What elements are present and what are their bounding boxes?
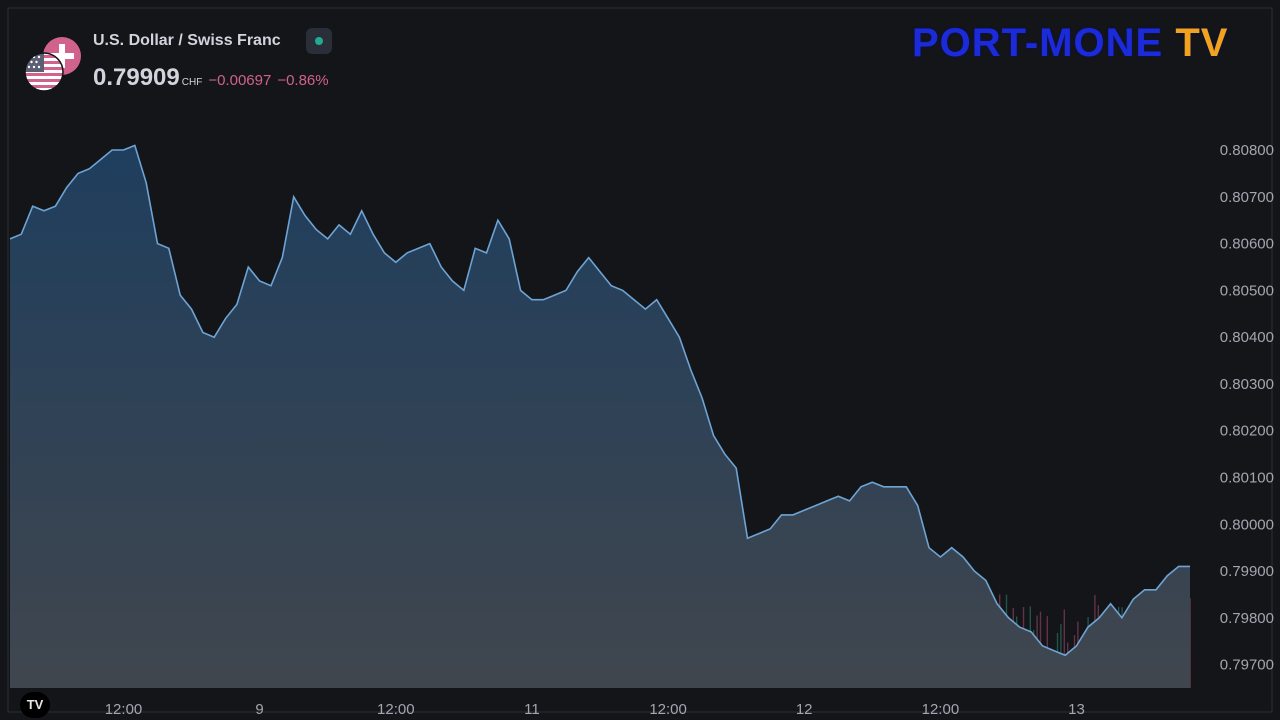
y-tick-label: 0.79700 (1220, 657, 1274, 674)
y-tick-label: 0.80300 (1220, 376, 1274, 393)
usd-chf-flags-icon (24, 37, 81, 92)
y-tick-label: 0.80400 (1220, 329, 1274, 346)
brand-logo-tv: TV (1175, 21, 1229, 65)
price-axis: 0.80800 0.80700 0.80600 0.80500 0.80400 0.803… (1220, 142, 1274, 674)
last-price: 0.79909 (93, 64, 180, 91)
y-tick-label: 0.80700 (1220, 189, 1274, 206)
market-open-dot-icon (315, 37, 323, 45)
y-tick-label: 0.79800 (1220, 610, 1274, 627)
brand-logo: PORT-MONE TV (912, 20, 1228, 66)
y-tick-label: 0.80800 (1220, 142, 1274, 159)
y-tick-label: 0.79900 (1220, 563, 1274, 580)
tradingview-logo-icon[interactable]: TV (20, 692, 50, 718)
x-tick-label: 13 (1068, 701, 1085, 718)
price-currency: CHF (181, 77, 203, 88)
price-area (10, 145, 1190, 688)
y-tick-label: 0.80000 (1220, 516, 1274, 533)
x-tick-label: 12:00 (922, 701, 960, 718)
y-tick-label: 0.80200 (1220, 423, 1274, 440)
volume-bar (1189, 598, 1191, 688)
market-status-indicator[interactable] (306, 28, 332, 54)
x-tick-label: 11 (524, 701, 540, 718)
x-tick-label: 12:00 (377, 701, 415, 718)
price-line (9, 144, 1190, 657)
price-change-percent: −0.86% (277, 72, 329, 89)
brand-logo-text: PORT-MONE (912, 21, 1164, 65)
chart-frame (7, 7, 1273, 713)
x-tick-label: 12:00 (105, 701, 143, 718)
symbol-title[interactable]: U.S. Dollar / Swiss Franc (93, 32, 281, 49)
y-tick-label: 0.80100 (1220, 470, 1274, 487)
x-tick-label: 9 (255, 701, 263, 718)
y-tick-label: 0.80600 (1220, 236, 1274, 253)
time-axis: 12:00 9 12:00 11 12:00 12 12:00 13 (105, 701, 1085, 718)
x-tick-label: 12:00 (649, 701, 687, 718)
price-change: −0.00697 (208, 72, 272, 89)
y-tick-label: 0.80500 (1220, 282, 1274, 299)
price-row: 0.79909 CHF −0.00697 −0.86% (93, 64, 329, 92)
volume-bar (1063, 609, 1065, 688)
x-tick-label: 12 (796, 701, 813, 718)
